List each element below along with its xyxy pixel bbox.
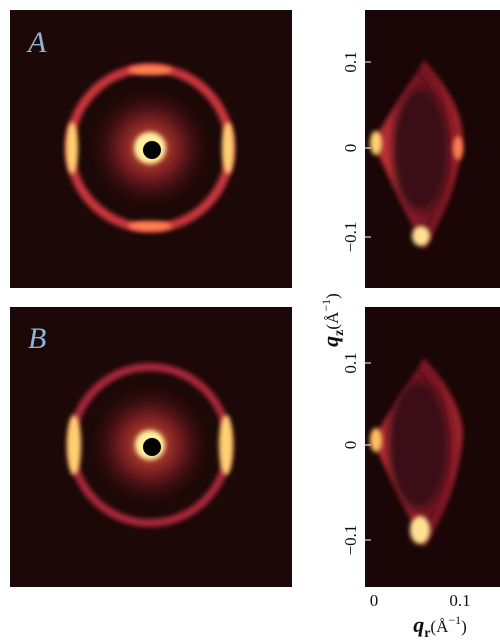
panel-b-map (365, 307, 500, 587)
y-tick-label: −0.1 (341, 222, 360, 253)
axis-close: ) (323, 293, 342, 299)
panel-a-image (10, 10, 292, 288)
axis-close: ) (461, 617, 467, 636)
panel-label: A (26, 26, 47, 59)
y-tick-label: −0.1 (341, 525, 360, 556)
axis-unit: (Å (323, 311, 342, 330)
axis-power: −1 (319, 299, 333, 312)
panel-label: B (28, 322, 46, 355)
axis-symbol: q (318, 336, 343, 347)
y-tick-label: 0.1 (341, 352, 360, 373)
x-tick-label: 0.1 (449, 591, 470, 610)
panel-b-image (10, 307, 292, 587)
axis-symbol: q (413, 612, 424, 637)
panel-a-map (365, 10, 500, 288)
y-axis-label: qz(Å−1) (318, 293, 347, 347)
x-axis-label: qr(Å−1) (413, 612, 467, 641)
axis-subscript: r (424, 626, 430, 641)
y-tick-label: 0.1 (341, 51, 360, 72)
x-tick-label: 0 (370, 591, 379, 610)
axis-power: −1 (448, 613, 461, 627)
y-tick-label: 0 (341, 441, 360, 450)
axis-subscript: z (332, 330, 347, 336)
axis-unit: (Å (430, 617, 449, 636)
y-tick-label: 0 (341, 144, 360, 153)
